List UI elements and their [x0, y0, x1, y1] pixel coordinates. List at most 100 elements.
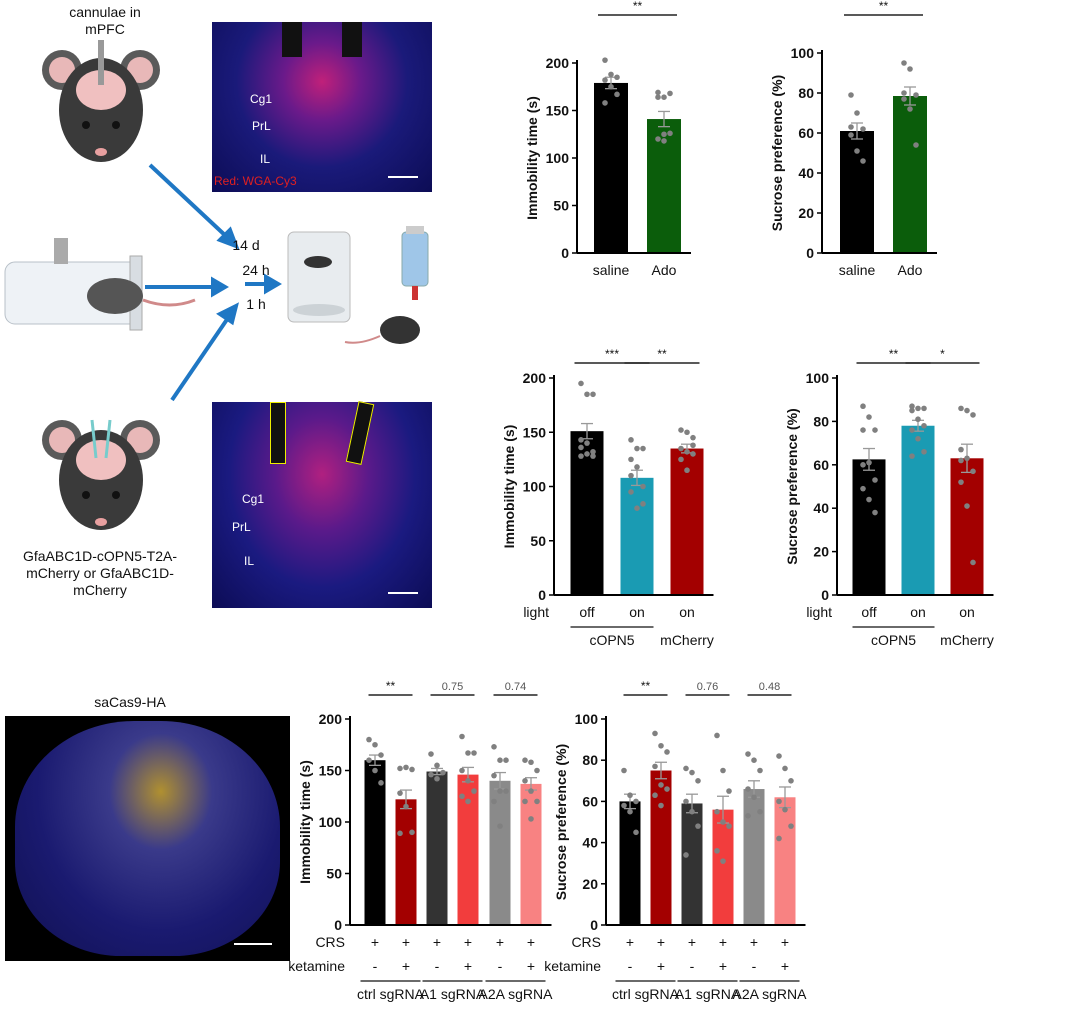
- y-tick-label: 0: [821, 587, 829, 603]
- group-label: cOPN5: [871, 632, 916, 648]
- group-label: A2A sgRNA: [733, 986, 808, 1002]
- y-tick-label: 60: [582, 793, 598, 809]
- region-cg1: Cg1: [242, 492, 265, 506]
- data-point: [627, 808, 633, 815]
- data-point: [720, 858, 726, 864]
- significance-label: **: [657, 347, 667, 361]
- y-tick-label: 150: [523, 424, 547, 440]
- bar: [650, 770, 672, 925]
- row-value: +: [626, 934, 634, 950]
- data-point: [528, 759, 534, 766]
- data-point: [720, 767, 726, 774]
- mouse-top-icon: [42, 40, 160, 162]
- y-tick-label: 80: [813, 413, 829, 429]
- y-tick-label: 200: [523, 370, 547, 386]
- data-point: [915, 435, 921, 442]
- data-point: [667, 90, 673, 97]
- data-point: [366, 757, 372, 763]
- data-point: [921, 422, 927, 429]
- data-point: [522, 757, 528, 763]
- data-point: [848, 132, 854, 138]
- y-tick-label: 80: [582, 752, 598, 768]
- significance-label: 0.76: [697, 681, 718, 693]
- data-point: [860, 158, 866, 164]
- data-point: [661, 94, 667, 100]
- data-point: [440, 769, 446, 776]
- y-tick-label: 50: [530, 533, 546, 549]
- y-tick-label: 200: [546, 55, 570, 71]
- data-point: [409, 766, 415, 773]
- bar: [520, 783, 542, 925]
- data-point: [964, 407, 970, 414]
- arrows: [145, 163, 282, 402]
- data-point: [634, 464, 640, 470]
- y-tick-label: 0: [806, 245, 814, 261]
- data-point: [428, 751, 434, 757]
- data-point: [921, 405, 927, 412]
- data-point: [958, 479, 964, 485]
- data-point: [578, 437, 584, 443]
- bottom-mouse-label: GfaABC1D-cOPN5-T2A-mCherry or GfaABC1D-m…: [22, 548, 178, 598]
- significance-label: ***: [605, 347, 619, 361]
- data-point: [678, 427, 684, 433]
- group-label: ctrl sgRNA: [612, 986, 680, 1002]
- data-point: [471, 750, 477, 756]
- micrograph-top: Cg1 PrL IL Red: WGA-Cy3: [212, 22, 432, 192]
- row-value: +: [402, 934, 410, 950]
- data-point: [909, 407, 915, 414]
- data-point: [745, 786, 751, 792]
- region-cg1: Cg1: [250, 92, 273, 106]
- data-point: [503, 788, 509, 794]
- sacas9-label: saCas9-HA: [94, 694, 166, 710]
- y-axis-label: Immobility time (s): [501, 425, 517, 549]
- data-point: [655, 94, 661, 100]
- data-point: [503, 757, 509, 763]
- data-point: [714, 808, 720, 815]
- data-point: [491, 798, 497, 805]
- y-tick-label: 150: [319, 763, 343, 779]
- bar: [950, 458, 984, 595]
- row-value: -: [435, 958, 440, 974]
- y-tick-label: 60: [813, 457, 829, 473]
- data-point: [964, 455, 970, 462]
- stain-label: Red: WGA-Cy3: [214, 174, 297, 188]
- data-point: [958, 446, 964, 453]
- data-point: [465, 750, 471, 756]
- top-mouse-label: cannulae in mPFC: [69, 4, 141, 37]
- data-point: [497, 757, 503, 763]
- bar: [743, 789, 765, 925]
- data-point: [434, 762, 440, 769]
- data-point: [751, 757, 757, 763]
- data-point: [958, 405, 964, 412]
- micrograph-sacas9: [5, 716, 290, 961]
- y-tick-label: 40: [582, 835, 598, 851]
- data-point: [584, 391, 590, 398]
- y-tick-label: 150: [546, 103, 570, 119]
- row-value: -: [373, 958, 378, 974]
- restraint-tube-icon: [4, 238, 196, 331]
- data-point: [409, 829, 415, 836]
- category-label: on: [679, 604, 695, 620]
- data-point: [757, 808, 763, 815]
- data-point: [578, 380, 584, 387]
- data-point: [788, 823, 794, 829]
- significance-label: 0.74: [505, 681, 526, 693]
- row-value: +: [719, 958, 727, 974]
- data-point: [776, 753, 782, 759]
- data-point: [652, 792, 658, 799]
- data-point: [664, 786, 670, 792]
- data-point: [397, 790, 403, 796]
- group-label: mCherry: [940, 632, 994, 648]
- y-tick-label: 100: [806, 370, 830, 386]
- data-point: [658, 742, 664, 749]
- data-point: [661, 131, 667, 138]
- sucrose-bottle-icon: [344, 226, 429, 344]
- data-point: [658, 802, 664, 809]
- bar: [893, 96, 927, 253]
- data-point: [860, 462, 866, 468]
- significance-label: 0.75: [442, 681, 463, 693]
- data-point: [970, 412, 976, 418]
- data-point: [491, 772, 497, 779]
- data-point: [872, 427, 878, 433]
- category-label: off: [861, 604, 876, 620]
